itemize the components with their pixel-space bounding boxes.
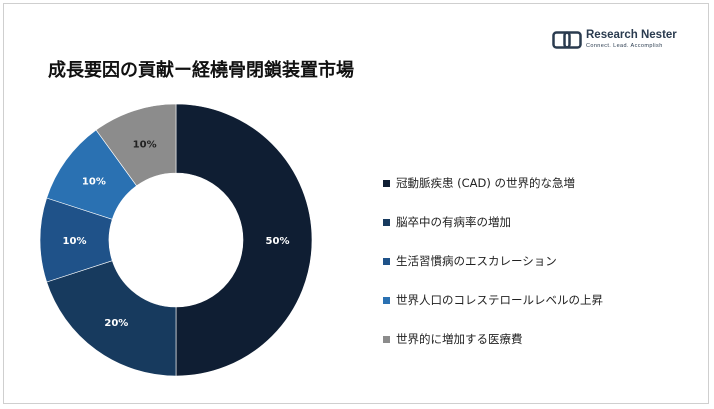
donut-slice-2 xyxy=(46,260,177,377)
legend-item: 脳卒中の有病率の増加 xyxy=(383,214,603,230)
slice-value-label: 10% xyxy=(133,139,157,150)
chart-legend: 冠動脈疾患 (CAD) の世界的な急増 脳卒中の有病率の増加生活習慣病のエスカレー… xyxy=(383,175,603,370)
donut-slice-1 xyxy=(175,103,313,377)
logo-tagline: Connect. Lead. Accomplish xyxy=(586,42,663,49)
slice-value-label: 50% xyxy=(266,236,290,247)
legend-label: 生活習慣病のエスカレーション xyxy=(396,254,557,268)
chart-title: 成長要因の貢献ー経橈骨閉鎖装置市場 xyxy=(48,60,354,81)
legend-item: 冠動脈疾患 (CAD) の世界的な急増 xyxy=(383,175,603,191)
slice-value-label: 10% xyxy=(63,236,87,247)
legend-label: 世界人口のコレステロールレベルの上昇 xyxy=(396,293,603,307)
legend-item: 世界人口のコレステロールレベルの上昇 xyxy=(383,292,603,308)
legend-label: 世界的に増加する医療費 xyxy=(396,332,523,346)
legend-swatch xyxy=(383,257,390,265)
slice-value-label: 10% xyxy=(82,176,106,187)
slice-value-label: 20% xyxy=(104,318,128,329)
logo-name: Research Nester xyxy=(586,29,677,41)
legend-swatch xyxy=(383,296,390,304)
legend-swatch xyxy=(383,179,390,187)
research-nester-logo-icon xyxy=(552,30,582,49)
legend-item: 世界的に増加する医療費 xyxy=(383,331,603,347)
legend-swatch xyxy=(383,335,390,343)
legend-item: 生活習慣病のエスカレーション xyxy=(383,253,603,269)
legend-label: 冠動脈疾患 (CAD) の世界的な急増 xyxy=(396,176,576,190)
legend-swatch xyxy=(383,218,390,226)
legend-label: 脳卒中の有病率の増加 xyxy=(396,215,511,229)
donut-slice-5 xyxy=(95,103,177,187)
research-nester-logo: Research Nester Connect. Lead. Accomplis… xyxy=(552,29,677,49)
